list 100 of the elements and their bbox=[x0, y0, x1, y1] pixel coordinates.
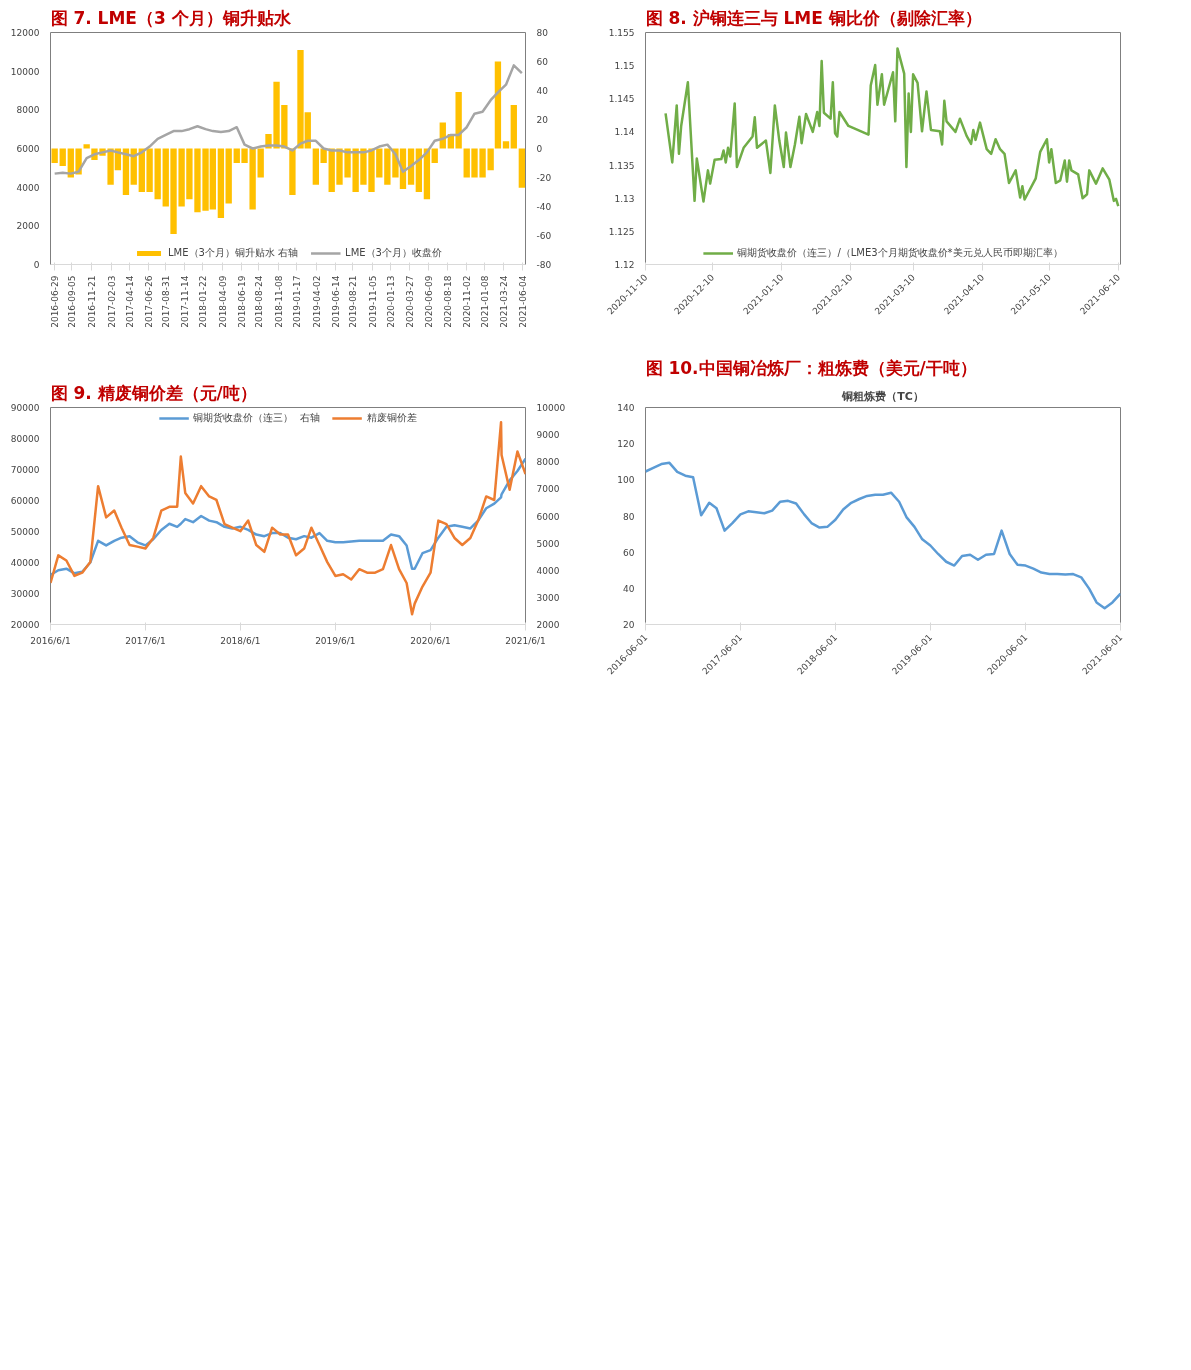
bar bbox=[51, 148, 58, 163]
y-tick-label: 1.12 bbox=[614, 260, 635, 270]
x-tick-label: 2016-09-05 bbox=[67, 275, 78, 328]
legend-label: LME（3个月）收盘价 bbox=[345, 246, 442, 260]
x-tick-label: 2018-08-24 bbox=[254, 275, 265, 328]
y-tick-label: 1.14 bbox=[614, 127, 635, 138]
y2-tick-label: 2000 bbox=[536, 620, 560, 630]
y2-tick-label: -60 bbox=[536, 231, 552, 241]
x-tick-label: 2016-06-29 bbox=[49, 275, 60, 328]
y-tick-label: 40 bbox=[623, 583, 635, 594]
y2-tick-label: 7000 bbox=[536, 484, 560, 495]
line-series bbox=[53, 64, 524, 175]
x-tick-label: 2019-04-02 bbox=[311, 275, 322, 328]
x-tick-label: 2019-06-14 bbox=[330, 275, 341, 328]
y2-tick-label: 40 bbox=[536, 86, 549, 96]
y2-tick-label: 8000 bbox=[536, 457, 560, 468]
y2-tick-label: 4000 bbox=[536, 565, 560, 576]
chart-title: 图 10.中国铜冶炼厂：粗炼费（美元/干吨） bbox=[645, 357, 977, 378]
y-tick-label: 2000 bbox=[16, 221, 40, 232]
y2-tick-label: 5000 bbox=[536, 538, 560, 549]
x-tick-label: 2018-11-08 bbox=[273, 275, 284, 328]
x-tick-label: 2020-01-13 bbox=[385, 275, 396, 328]
x-tick-label: 2021-06-04 bbox=[518, 275, 529, 328]
x-tick-label: 2019-08-21 bbox=[348, 275, 359, 328]
y-tick-label: 20000 bbox=[10, 620, 40, 630]
x-tick-label: 2017-02-03 bbox=[106, 275, 117, 328]
x-tick-label: 2018/6/1 bbox=[220, 635, 261, 646]
y2-tick-label: 80 bbox=[536, 28, 549, 38]
y-tick-label: 0 bbox=[33, 260, 40, 270]
y-tick-label: 80000 bbox=[10, 434, 40, 444]
y2-tick-label: 3000 bbox=[536, 592, 560, 603]
x-tick-label: 2019-01-17 bbox=[292, 275, 303, 328]
x-tick-label: 2021/6/1 bbox=[505, 635, 546, 646]
x-tick-label: 2017-11-14 bbox=[180, 275, 191, 328]
y2-tick-label: -40 bbox=[536, 202, 552, 212]
y-tick-label: 1.13 bbox=[614, 193, 635, 204]
line-series bbox=[664, 47, 1120, 208]
legend-label: 精废铜价差 bbox=[366, 411, 417, 425]
bar bbox=[502, 141, 510, 149]
y2-tick-label: 9000 bbox=[536, 430, 560, 441]
bar bbox=[289, 148, 296, 195]
legend-label: LME（3个月）铜升贴水 右轴 bbox=[168, 246, 299, 260]
bar bbox=[154, 148, 161, 200]
y2-tick-label: 6000 bbox=[536, 511, 560, 522]
y-tick-label: 140 bbox=[617, 403, 635, 413]
bar bbox=[225, 148, 232, 204]
y-tick-label: 100 bbox=[617, 475, 635, 486]
chart-title: 图 8. 沪铜连三与 LME 铜比价（剔除汇率） bbox=[645, 7, 982, 28]
x-tick-label: 2018-06-19 bbox=[236, 275, 247, 328]
y-tick-label: 80 bbox=[623, 511, 635, 522]
bar bbox=[83, 144, 90, 149]
y-tick-label: 1.135 bbox=[608, 160, 635, 171]
y-tick-label: 90000 bbox=[10, 403, 40, 413]
y2-tick-label: -20 bbox=[536, 173, 552, 183]
y2-tick-label: 0 bbox=[536, 144, 543, 154]
y-tick-label: 10000 bbox=[10, 66, 40, 77]
y-tick-label: 8000 bbox=[16, 105, 40, 116]
bar bbox=[510, 105, 517, 149]
x-tick-label: 2019-11-05 bbox=[368, 275, 379, 328]
y-tick-label: 1.155 bbox=[608, 28, 635, 38]
y2-tick-label: -80 bbox=[536, 260, 552, 270]
line-series bbox=[645, 461, 1121, 610]
y-tick-label: 30000 bbox=[10, 589, 40, 599]
y-tick-label: 70000 bbox=[10, 465, 40, 475]
x-tick-label: 2020-06-09 bbox=[424, 275, 435, 328]
bar bbox=[494, 61, 502, 149]
y-tick-label: 12000 bbox=[10, 28, 40, 38]
x-tick-label: 2016/6/1 bbox=[30, 635, 71, 646]
y2-tick-label: 10000 bbox=[536, 403, 566, 413]
x-tick-label: 2017/6/1 bbox=[125, 635, 166, 646]
bar bbox=[257, 148, 264, 178]
x-tick-label: 2018-01-22 bbox=[198, 275, 209, 328]
bar bbox=[518, 148, 526, 188]
y-tick-label: 1.145 bbox=[608, 94, 635, 105]
legend-label: 铜期货收盘价（连三） 右轴 bbox=[193, 411, 320, 425]
x-tick-label: 2021-03-24 bbox=[499, 275, 510, 328]
chart-subtitle: 铜粗炼费（TC） bbox=[841, 389, 924, 403]
legend-label: 铜期货收盘价（连三）/（LME3个月期货收盘价*美元兑人民币即期汇率） bbox=[737, 246, 1063, 260]
bar bbox=[431, 148, 438, 163]
x-tick-label: 2018-04-09 bbox=[218, 275, 229, 328]
y-tick-label: 1.125 bbox=[608, 226, 635, 237]
bar bbox=[217, 148, 225, 219]
y-tick-label: 4000 bbox=[16, 182, 40, 193]
x-tick-label: 2019/6/1 bbox=[315, 635, 356, 646]
chart-title: 图 9. 精废铜价差（元/吨） bbox=[50, 382, 257, 403]
x-tick-label: 2017-04-14 bbox=[124, 275, 135, 328]
x-tick-label: 2021-01-08 bbox=[479, 275, 490, 328]
y-tick-label: 1.15 bbox=[614, 61, 635, 72]
x-tick-label: 2020/6/1 bbox=[410, 635, 451, 646]
bar bbox=[59, 148, 66, 166]
y-tick-label: 6000 bbox=[16, 144, 40, 154]
chart-title: 图 7. LME（3 个月）铜升贴水 bbox=[50, 7, 292, 28]
y2-tick-label: 20 bbox=[536, 115, 549, 125]
y-tick-label: 120 bbox=[617, 439, 635, 450]
x-tick-label: 2020-03-27 bbox=[405, 275, 416, 328]
x-tick-label: 2017-08-31 bbox=[160, 275, 171, 328]
y-tick-label: 20 bbox=[623, 620, 635, 630]
x-tick-label: 2016-11-21 bbox=[87, 275, 98, 328]
y-tick-label: 60 bbox=[623, 547, 635, 558]
y-tick-label: 50000 bbox=[10, 527, 40, 537]
